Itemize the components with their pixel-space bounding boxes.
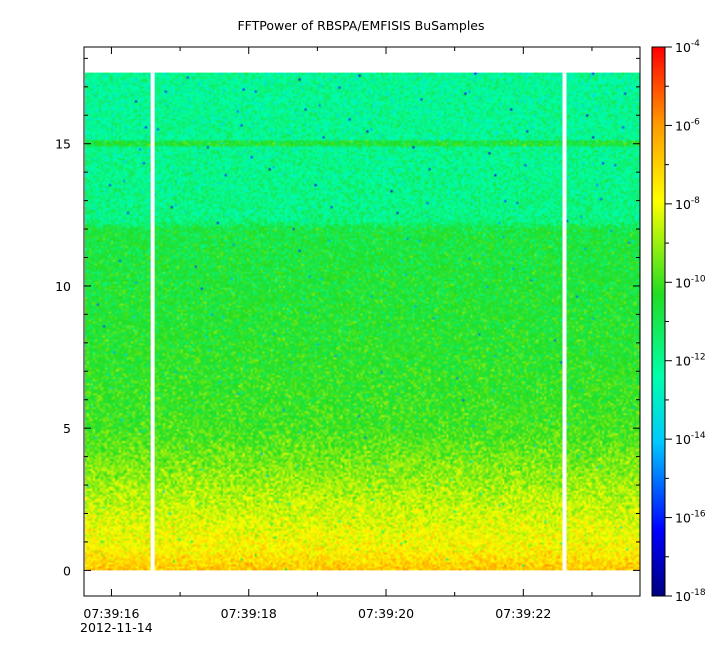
y-tick-label: 15 bbox=[55, 137, 71, 152]
x-axis: 07:39:16 07:39:18 07:39:20 07:39:22 bbox=[83, 47, 593, 621]
colorbar-tick-label: 10-8 bbox=[675, 196, 700, 212]
colorbar-tick-label: 10-12 bbox=[675, 353, 706, 369]
spectrogram-image bbox=[85, 72, 640, 571]
x-tick-label: 07:39:16 bbox=[83, 606, 139, 621]
colorbar-tick-label: 10-6 bbox=[675, 117, 700, 133]
chart-title: FFTPower of RBSPA/EMFISIS BuSamples bbox=[237, 18, 484, 33]
x-date-label: 2012-11-14 bbox=[80, 620, 153, 635]
data-gap-2 bbox=[562, 72, 567, 571]
y-tick-label: 0 bbox=[63, 563, 71, 578]
colorbar-tick-label: 10-18 bbox=[675, 588, 706, 604]
data-gap-1 bbox=[150, 72, 155, 571]
x-tick-label: 07:39:18 bbox=[221, 606, 277, 621]
y-axis: 0 5 10 15 bbox=[55, 57, 640, 578]
colorbar: 10-4 10-6 10-8 10-10 10-12 10-14 10-16 10-18 bbox=[651, 39, 706, 604]
colorbar-tick-label: 10-4 bbox=[675, 39, 700, 55]
colorbar-tick-label: 10-14 bbox=[675, 431, 706, 447]
colorbar-tick-label: 10-10 bbox=[675, 274, 706, 290]
y-tick-label: 10 bbox=[55, 279, 71, 294]
x-tick-label: 07:39:22 bbox=[495, 606, 551, 621]
plot-area bbox=[83, 46, 641, 597]
colorbar-tick-label: 10-16 bbox=[675, 510, 706, 526]
plot-frame bbox=[83, 46, 641, 597]
y-tick-label: 5 bbox=[63, 421, 71, 436]
colorbar-gradient bbox=[651, 46, 666, 597]
x-tick-label: 07:39:20 bbox=[358, 606, 414, 621]
